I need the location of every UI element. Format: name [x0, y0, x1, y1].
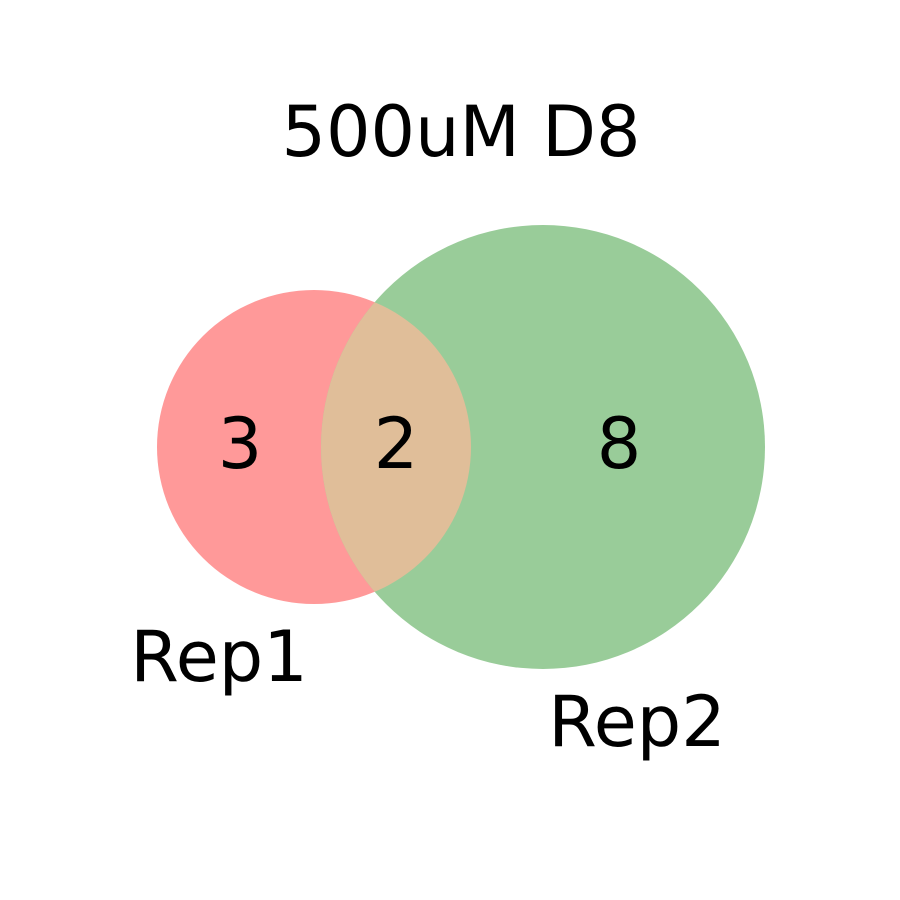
overlap-count: 2	[374, 403, 419, 485]
diagram-title: 500uM D8	[281, 91, 640, 173]
rep2-circle	[321, 225, 765, 669]
rep1-only-count: 3	[218, 403, 263, 485]
rep1-label: Rep1	[130, 616, 308, 698]
rep2-only-count: 8	[597, 403, 642, 485]
rep2-label: Rep2	[548, 681, 726, 763]
